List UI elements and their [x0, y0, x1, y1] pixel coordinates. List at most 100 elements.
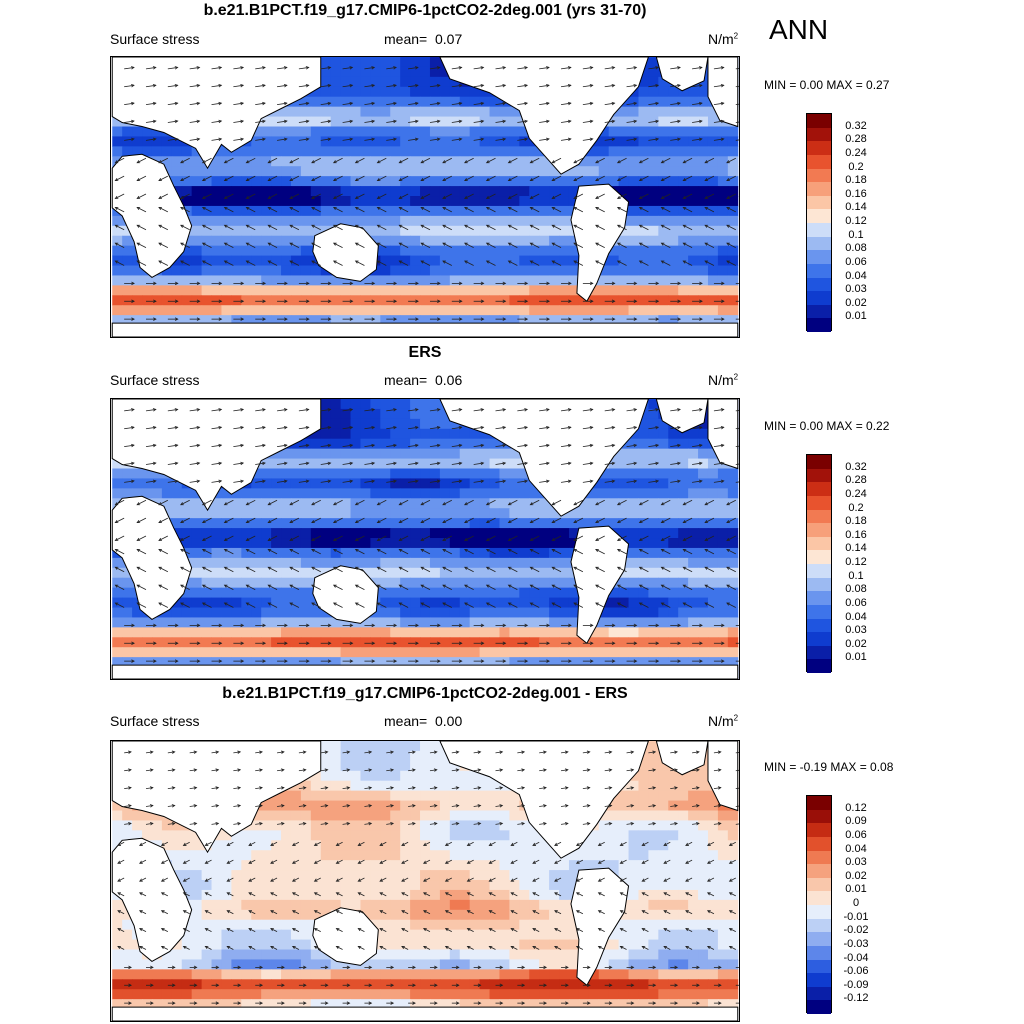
field-cell [658, 265, 669, 276]
field-cell [261, 205, 272, 217]
field-cell [251, 315, 262, 326]
vector-arrowhead [393, 83, 397, 88]
field-cell [191, 156, 203, 167]
field-cell [380, 176, 391, 187]
vector-arrow [268, 157, 278, 164]
field-cell [390, 577, 401, 589]
field-cell [638, 607, 649, 618]
field-cell [638, 205, 649, 217]
field-cell [658, 186, 669, 197]
field-cell [668, 567, 679, 579]
field-cell [360, 275, 371, 286]
field-cell [290, 146, 302, 157]
vector-arrowhead [633, 317, 638, 321]
field-cell [539, 156, 550, 167]
field-cell [221, 567, 232, 579]
field-cell [390, 285, 401, 296]
vector-arrow [268, 242, 278, 248]
vector-arrow [180, 517, 190, 524]
field-cell [310, 637, 322, 648]
field-cell [370, 166, 381, 177]
field-cell [151, 285, 163, 296]
vector-arrow [364, 84, 375, 88]
vector-arrowhead [349, 408, 354, 412]
vector-arrowhead [502, 83, 507, 88]
field-cell [519, 547, 530, 559]
vector-arrow [115, 175, 125, 182]
field-cell [350, 657, 361, 668]
field-cell [380, 96, 391, 108]
field-cell [559, 265, 570, 276]
field-cell [658, 438, 669, 450]
field-cell [390, 255, 401, 267]
vector-arrow [202, 224, 212, 231]
field-cell [727, 538, 739, 549]
field-cell [578, 176, 590, 187]
field-cell [142, 637, 153, 648]
field-cell [191, 146, 203, 157]
vector-arrow [124, 67, 135, 70]
field-cell [489, 528, 500, 539]
field-cell [390, 215, 401, 227]
field-cell [698, 176, 709, 187]
field-cell [251, 538, 262, 549]
field-cell [360, 86, 371, 98]
panel-2-mean-value: 0.06 [434, 372, 463, 388]
field-cell [688, 275, 699, 286]
field-cell [608, 275, 620, 286]
field-cell [290, 106, 302, 118]
field-cell [678, 146, 689, 157]
field-cell [628, 577, 639, 589]
field-cell [370, 547, 381, 559]
field-cell [300, 607, 312, 618]
field-cell [688, 617, 699, 628]
field-cell [648, 597, 659, 609]
vector-arrow [364, 462, 375, 465]
field-cell [410, 196, 421, 207]
field-cell [618, 265, 630, 276]
field-cell [310, 627, 322, 638]
field-cell [678, 577, 689, 589]
vector-arrowhead [698, 461, 703, 466]
field-cell [132, 627, 143, 638]
field-cell [608, 136, 620, 147]
field-cell [390, 438, 401, 450]
vector-arrowhead [682, 520, 687, 524]
field-cell [122, 235, 133, 247]
field-cell [340, 205, 352, 217]
field-cell [350, 627, 361, 638]
field-cell [112, 617, 123, 628]
field-cell [559, 617, 570, 628]
field-cell [132, 478, 143, 489]
vector-arrow [268, 499, 278, 506]
field-cell [281, 106, 292, 118]
vector-arrowhead [218, 299, 223, 303]
vector-arrowhead [131, 101, 135, 106]
field-cell [678, 196, 689, 207]
vector-arrowhead [327, 83, 332, 88]
field-cell [638, 617, 649, 628]
field-cell [529, 657, 540, 668]
field-cell [698, 106, 709, 118]
field-cell [509, 498, 520, 509]
vector-arrow [539, 462, 550, 465]
field-cell [380, 196, 391, 207]
field-cell [489, 538, 500, 549]
vector-arrowhead [349, 317, 354, 321]
field-cell [221, 225, 232, 237]
field-cell [241, 285, 252, 296]
vector-arrow [508, 517, 518, 524]
field-cell [350, 468, 361, 479]
field-cell [290, 627, 302, 638]
field-cell [539, 285, 550, 296]
vector-arrow [683, 517, 693, 524]
field-cell [559, 255, 570, 267]
field-cell [479, 176, 491, 187]
vector-arrowhead [485, 520, 490, 524]
field-cell [588, 657, 600, 668]
field-cell [300, 235, 312, 247]
field-cell [509, 508, 520, 519]
field-cell [618, 528, 630, 539]
field-cell [261, 488, 272, 499]
field-cell [469, 547, 481, 559]
